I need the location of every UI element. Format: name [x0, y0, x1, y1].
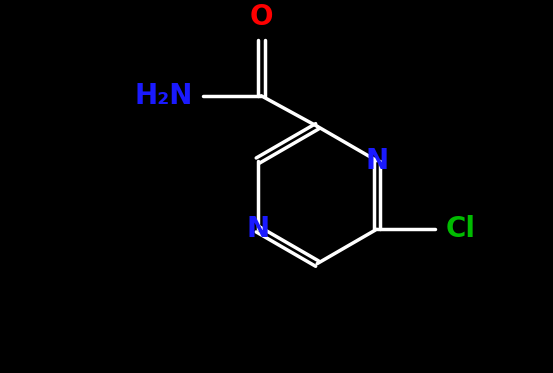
Text: Cl: Cl	[445, 215, 476, 243]
Text: N: N	[365, 147, 388, 175]
Text: O: O	[249, 3, 273, 31]
Text: H₂N: H₂N	[134, 82, 192, 110]
Text: N: N	[246, 215, 269, 243]
